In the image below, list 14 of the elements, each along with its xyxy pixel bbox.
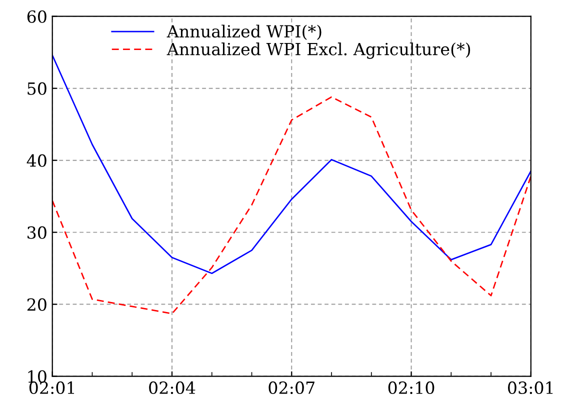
y-tick-label: 30: [28, 226, 46, 239]
y-tick-label: 10: [28, 370, 46, 383]
x-tick-label: 02:10: [388, 381, 434, 394]
legend-label: Annualized WPI(*): [166, 24, 322, 40]
y-tick-label: 40: [26, 154, 46, 167]
legend-label: Annualized WPI Excl. Agriculture(*): [166, 42, 470, 59]
y-tick-label: 50: [28, 82, 46, 95]
line-series: [52, 96, 531, 314]
x-tick-label: 03:01: [508, 381, 553, 394]
x-tick-label: 02:01: [29, 381, 74, 394]
x-tick-label: 02:04: [149, 381, 196, 394]
y-tick-label: 60: [27, 10, 46, 23]
y-tick-label: 20: [27, 298, 46, 311]
x-tick-label: 02:07: [268, 381, 314, 394]
